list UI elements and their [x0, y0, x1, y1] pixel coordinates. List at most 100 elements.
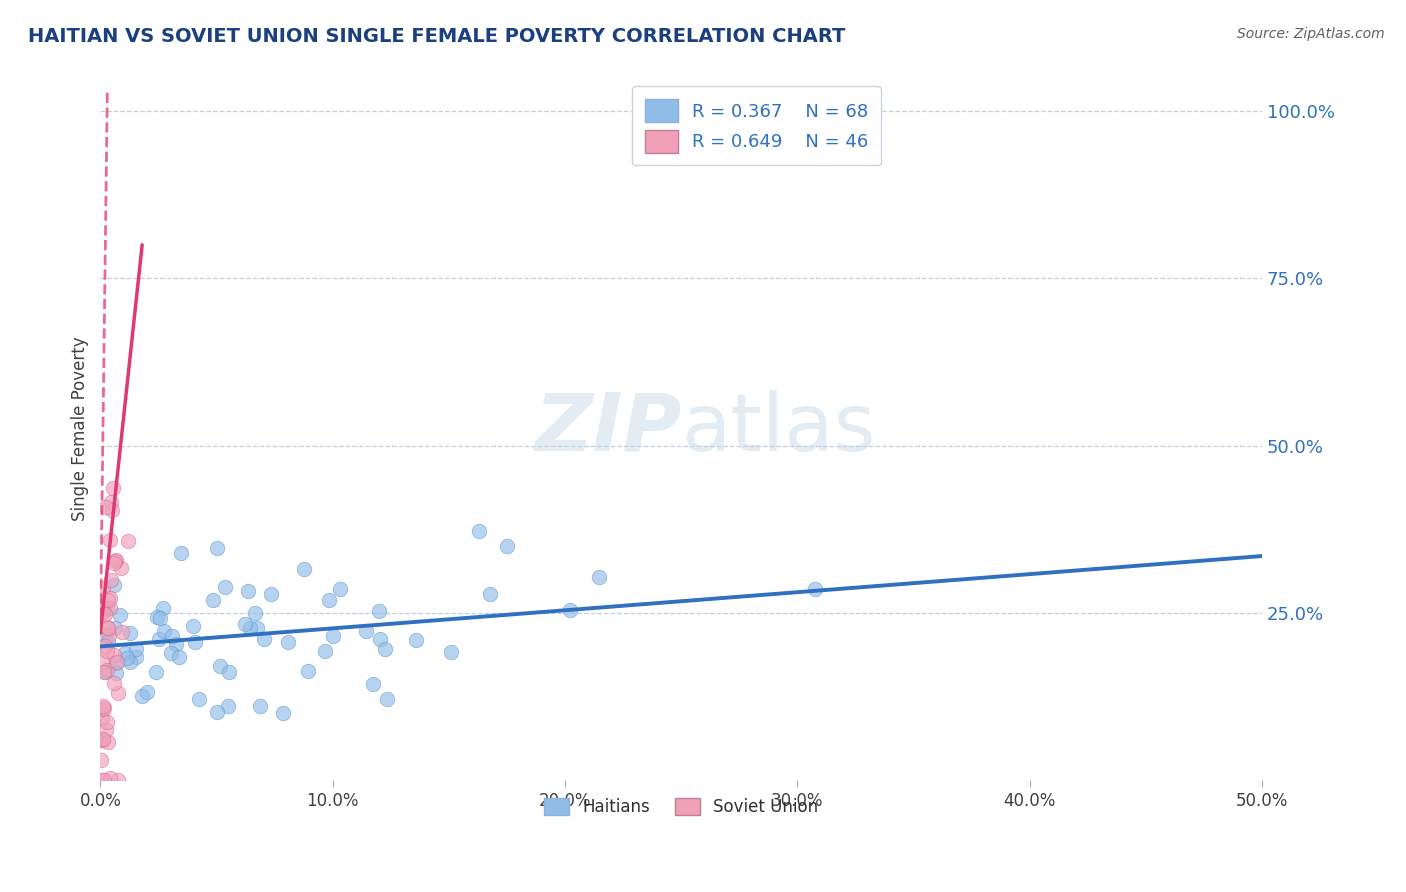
Point	[125, 642, 148, 657]
Legend: Haitians, Soviet Union: Haitians, Soviet Union	[536, 789, 827, 825]
Point	[322, 628, 344, 642]
Point	[184, 635, 207, 649]
Point	[91, 699, 114, 714]
Point	[93, 773, 115, 788]
Point	[96, 644, 118, 658]
Point	[110, 625, 132, 640]
Y-axis label: Single Female Poverty: Single Female Poverty	[72, 336, 89, 521]
Point	[101, 503, 124, 517]
Text: ZIP: ZIP	[534, 390, 681, 468]
Text: HAITIAN VS SOVIET UNION SINGLE FEMALE POVERTY CORRELATION CHART: HAITIAN VS SOVIET UNION SINGLE FEMALE PO…	[28, 27, 845, 45]
Point	[110, 561, 132, 575]
Point	[90, 654, 112, 668]
Point	[104, 656, 127, 670]
Point	[91, 605, 114, 619]
Point	[98, 771, 121, 785]
Point	[292, 562, 315, 576]
Point	[167, 650, 190, 665]
Point	[368, 632, 391, 647]
Point	[588, 570, 610, 584]
Point	[91, 711, 114, 725]
Point	[117, 534, 139, 549]
Point	[207, 705, 229, 719]
Point	[97, 592, 120, 607]
Point	[96, 620, 118, 634]
Point	[118, 655, 141, 669]
Point	[170, 545, 193, 559]
Point	[96, 723, 118, 737]
Point	[297, 664, 319, 678]
Point	[249, 699, 271, 714]
Point	[93, 700, 115, 714]
Point	[558, 603, 581, 617]
Point	[314, 644, 336, 658]
Point	[214, 580, 236, 594]
Point	[188, 692, 211, 706]
Point	[120, 625, 142, 640]
Point	[97, 621, 120, 635]
Point	[260, 587, 283, 601]
Point	[136, 685, 159, 699]
Point	[243, 607, 266, 621]
Point	[235, 617, 257, 632]
Point	[271, 706, 294, 720]
Point	[94, 665, 117, 679]
Point	[367, 604, 389, 618]
Point	[90, 753, 112, 767]
Point	[103, 481, 125, 495]
Point	[405, 633, 427, 648]
Point	[107, 686, 129, 700]
Point	[90, 732, 112, 747]
Point	[153, 624, 176, 639]
Point	[277, 635, 299, 649]
Point	[253, 632, 276, 646]
Point	[149, 611, 172, 625]
Point	[103, 676, 125, 690]
Point	[125, 650, 148, 665]
Point	[103, 577, 125, 591]
Point	[104, 622, 127, 636]
Point	[114, 646, 136, 660]
Point	[218, 665, 240, 679]
Point	[145, 665, 167, 679]
Point	[100, 495, 122, 509]
Point	[160, 628, 183, 642]
Point	[94, 500, 117, 514]
Point	[107, 773, 129, 788]
Point	[329, 582, 352, 596]
Point	[103, 554, 125, 568]
Point	[94, 639, 117, 653]
Point	[146, 609, 169, 624]
Point	[165, 637, 187, 651]
Point	[93, 665, 115, 679]
Point	[97, 634, 120, 648]
Point	[439, 645, 461, 659]
Point	[239, 620, 262, 634]
Point	[209, 659, 232, 673]
Point	[148, 632, 170, 647]
Point	[375, 692, 398, 706]
Point	[205, 541, 228, 555]
Point	[115, 650, 138, 665]
Point	[91, 733, 114, 747]
Point	[356, 624, 378, 638]
Point	[495, 540, 517, 554]
Point	[318, 593, 340, 607]
Point	[91, 601, 114, 615]
Point	[478, 587, 501, 601]
Point	[96, 601, 118, 615]
Point	[94, 607, 117, 621]
Point	[94, 627, 117, 641]
Point	[246, 621, 269, 635]
Point	[103, 556, 125, 570]
Point	[131, 689, 153, 703]
Point	[361, 677, 384, 691]
Point	[98, 601, 121, 615]
Point	[97, 734, 120, 748]
Point	[96, 663, 118, 677]
Point	[105, 665, 128, 680]
Point	[468, 524, 491, 538]
Point	[201, 593, 224, 607]
Point	[374, 641, 396, 656]
Text: Source: ZipAtlas.com: Source: ZipAtlas.com	[1237, 27, 1385, 41]
